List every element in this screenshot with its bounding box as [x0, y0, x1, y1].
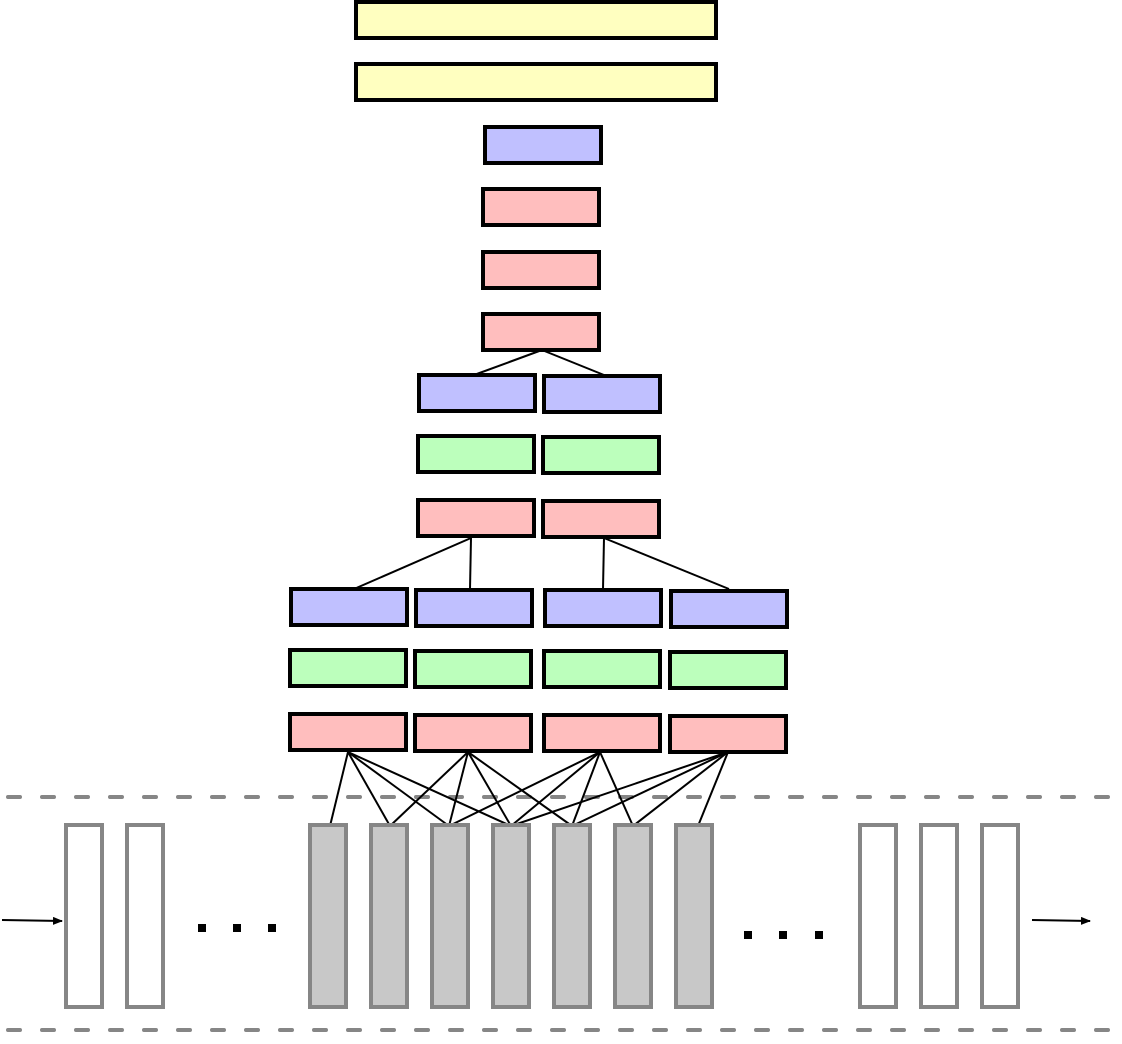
connection-line — [353, 537, 472, 590]
green-layer-box — [541, 435, 661, 475]
pink-layer-box — [416, 498, 536, 538]
connection-line — [603, 537, 730, 590]
sequence-frame — [64, 823, 104, 1009]
green-layer-box — [288, 648, 408, 688]
pink-layer-box — [541, 499, 661, 539]
pink-layer-box — [288, 712, 408, 752]
right-ellipsis — [744, 931, 823, 939]
pink-layer-box — [668, 714, 788, 754]
blue-layer-box — [669, 589, 789, 629]
blue-layer-box — [542, 374, 662, 414]
connection-line — [467, 751, 512, 827]
connection-line — [347, 751, 391, 827]
blue-layer-box — [289, 587, 409, 627]
ellipsis-dot — [779, 931, 787, 939]
connection-line — [469, 537, 472, 590]
connection-line — [602, 537, 605, 590]
sequence-frame — [980, 823, 1020, 1009]
layer-boxes — [288, 0, 789, 754]
ellipsis-dot — [233, 924, 241, 932]
active-sequence-frame — [613, 823, 653, 1009]
connection-line — [632, 751, 729, 827]
blue-layer-box — [543, 588, 663, 628]
ellipsis-dot — [198, 924, 206, 932]
green-layer-box — [668, 650, 788, 690]
connection-line — [541, 349, 605, 376]
connection-line — [571, 751, 601, 827]
blue-layer-box — [483, 125, 603, 165]
green-layer-box — [542, 649, 662, 689]
connection-line — [697, 751, 729, 827]
active-sequence-frame — [552, 823, 592, 1009]
active-sequence-frame — [369, 823, 409, 1009]
pink-layer-box — [481, 187, 601, 227]
sequence-frame — [919, 823, 959, 1009]
pink-layer-box — [542, 713, 662, 753]
connection-line — [571, 751, 729, 827]
ellipsis-dot — [815, 931, 823, 939]
connection-line — [329, 751, 349, 827]
sequence-frame — [125, 823, 165, 1009]
connection-line — [448, 751, 601, 827]
connection-line — [347, 751, 450, 827]
input-sequence-frames — [64, 823, 1020, 1009]
pink-layer-box — [481, 312, 601, 352]
ellipsis-dot — [744, 931, 752, 939]
connection-line — [473, 349, 543, 376]
active-sequence-frame — [430, 823, 470, 1009]
green-layer-box — [413, 649, 533, 689]
green-layer-box — [416, 434, 536, 474]
connections — [329, 349, 730, 827]
blue-layer-box — [414, 588, 534, 628]
input-arrow — [1, 916, 63, 925]
blue-layer-box — [417, 373, 537, 413]
ellipsis-dot — [268, 924, 276, 932]
connection-line — [510, 751, 601, 827]
active-sequence-frame — [308, 823, 348, 1009]
connection-line — [510, 751, 729, 827]
left-ellipsis — [198, 924, 276, 932]
active-sequence-frame — [491, 823, 531, 1009]
yellow-layer-box — [354, 62, 718, 102]
connection-line — [389, 751, 469, 827]
yellow-layer-box — [354, 0, 718, 40]
connection-line — [467, 751, 573, 827]
active-sequence-frame — [674, 823, 714, 1009]
output-arrow — [1031, 916, 1091, 925]
pink-layer-box — [413, 713, 533, 753]
connection-line — [448, 751, 469, 827]
pink-layer-box — [481, 250, 601, 290]
sequence-frame — [858, 823, 898, 1009]
